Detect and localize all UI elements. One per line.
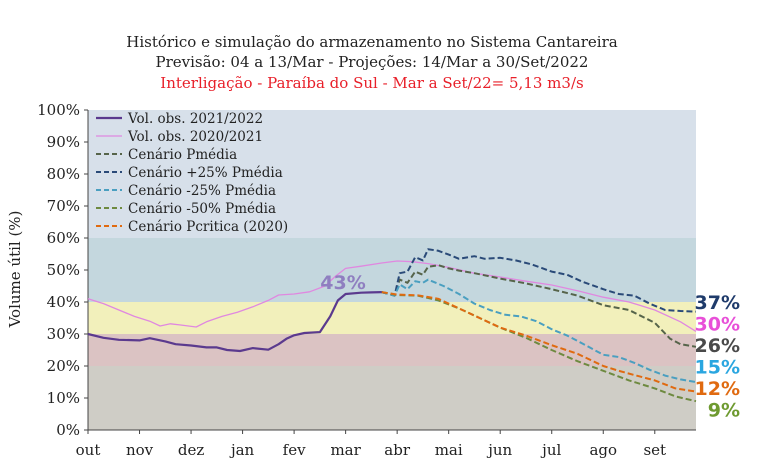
end-label: 15% <box>695 357 740 379</box>
legend-label: Cenário -50% Pmédia <box>128 201 276 217</box>
band-4 <box>88 110 696 238</box>
end-label: 9% <box>708 400 740 422</box>
series-line-0 <box>87 291 382 353</box>
legend-label: Cenário -25% Pmédia <box>128 183 276 199</box>
band-3 <box>88 238 696 302</box>
background-bands <box>88 110 696 430</box>
chart-subtitle-interligacao: Interligação - Paraíba do Sul - Mar a Se… <box>160 74 583 92</box>
y-tick-label: 20% <box>47 357 80 375</box>
x-tick-label: jan <box>229 441 255 459</box>
x-tick-label: abr <box>384 441 411 459</box>
y-tick-label: 10% <box>47 389 80 407</box>
y-tick-label: 90% <box>47 133 80 151</box>
end-labels: 37%30%26%15%12%9% <box>695 292 740 422</box>
x-tick-label: jul <box>540 441 561 459</box>
end-label: 12% <box>695 378 740 400</box>
y-tick-label: 30% <box>47 325 80 343</box>
y-tick-label: 0% <box>56 421 80 439</box>
y-tick-label: 80% <box>47 165 80 183</box>
legend-label: Cenário Pcritica (2020) <box>128 219 288 235</box>
x-tick-label: jun <box>486 441 512 459</box>
end-label: 30% <box>695 314 740 336</box>
legend-label: Cenário +25% Pmédia <box>128 165 283 181</box>
legend-label: Vol. obs. 2020/2021 <box>127 129 263 145</box>
series-lines <box>87 248 697 403</box>
x-tick-label: mar <box>330 441 361 459</box>
series-line-1 <box>87 260 697 332</box>
legend-label: Vol. obs. 2021/2022 <box>127 111 263 127</box>
series-line-2 <box>381 264 697 348</box>
end-label: 37% <box>695 292 740 314</box>
x-tick-label: set <box>643 441 666 459</box>
end-label: 26% <box>695 335 740 357</box>
series-line-6 <box>381 291 697 393</box>
annotation-43: 43% <box>320 272 365 294</box>
band-1 <box>88 334 696 366</box>
band-0 <box>88 366 696 430</box>
y-tick-label: 70% <box>47 197 80 215</box>
band-2 <box>88 302 696 334</box>
y-axis-label: Volume útil (%) <box>6 211 24 329</box>
legend-label: Cenário Pmédia <box>128 147 237 163</box>
x-axis: out nov dez jan fev mar abr mai jun jul ago set <box>76 430 666 459</box>
series-line-3 <box>381 248 697 313</box>
chart-title: Histórico e simulação do armazenamento n… <box>126 33 617 51</box>
chart-subtitle: Previsão: 04 a 13/Mar - Projeções: 14/Ma… <box>156 53 589 71</box>
x-tick-label: fev <box>283 441 306 459</box>
y-tick-label: 50% <box>47 261 80 279</box>
x-tick-label: out <box>76 441 101 459</box>
x-tick-label: mai <box>435 441 463 459</box>
y-tick-label: 60% <box>47 229 80 247</box>
legend: Vol. obs. 2021/2022 Vol. obs. 2020/2021 Ce… <box>96 111 288 235</box>
x-tick-label: dez <box>178 441 204 459</box>
x-tick-label: nov <box>126 441 154 459</box>
x-tick-label: ago <box>589 441 617 459</box>
y-tick-label: 100% <box>37 101 80 119</box>
series-line-5 <box>381 291 697 403</box>
y-axis: 0% 10% 20% 30% 40% 50% 60% 70% 80% 90% 100% <box>37 101 88 439</box>
y-tick-label: 40% <box>47 293 80 311</box>
